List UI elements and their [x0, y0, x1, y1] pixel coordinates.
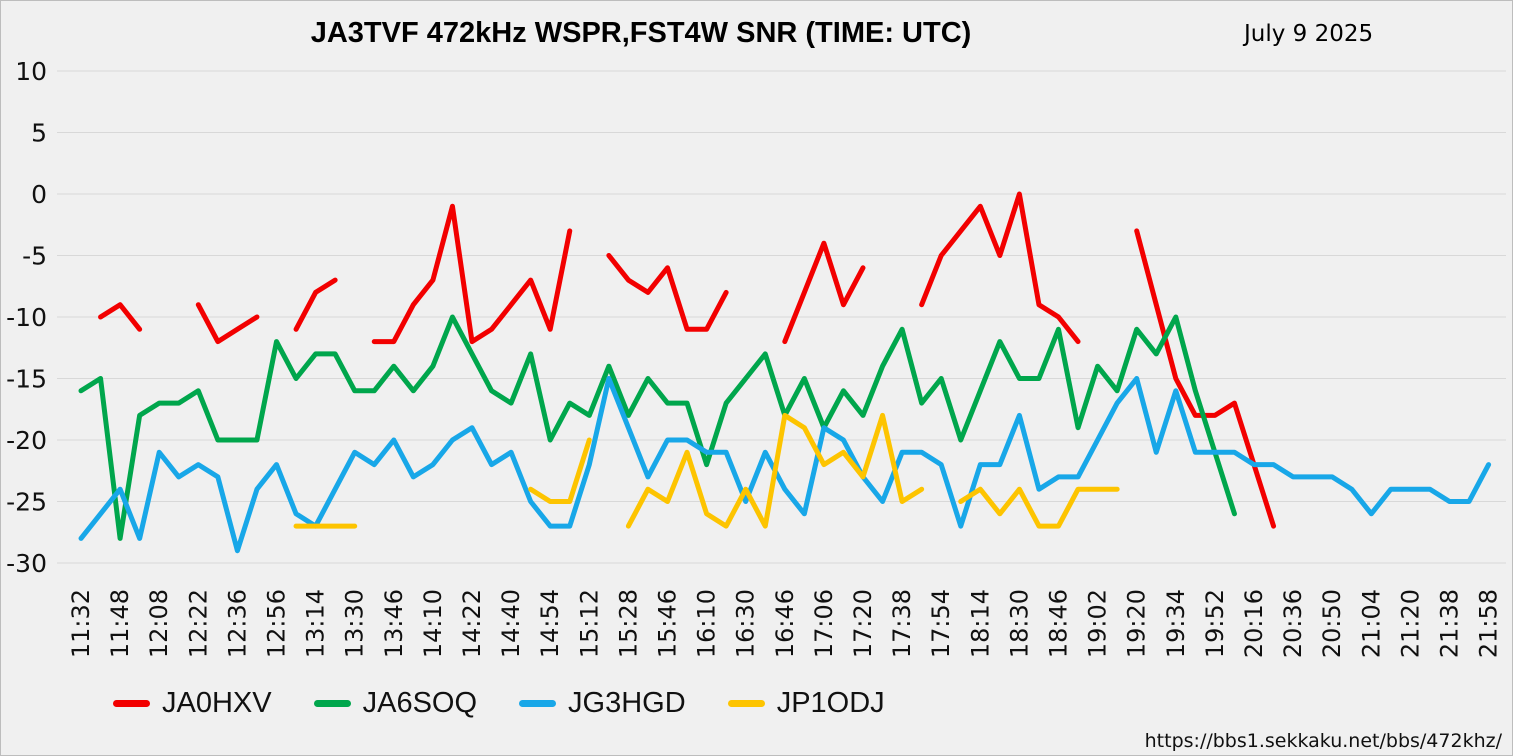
- series-line-ja0hxv: [98, 302, 143, 332]
- y-tick-label: -15: [6, 365, 47, 394]
- x-tick-label: 16:10: [693, 589, 721, 658]
- y-tick-label: 0: [31, 180, 47, 209]
- x-tick-label: 15:28: [614, 589, 642, 658]
- x-tick-label: 21:58: [1475, 589, 1503, 658]
- series-line-jp1odj: [958, 486, 1120, 529]
- x-tick-label: 13:46: [380, 589, 408, 658]
- x-tick-label: 11:32: [67, 589, 95, 658]
- y-tick-label: 5: [31, 119, 47, 148]
- series-line-jp1odj: [625, 412, 925, 529]
- x-tick-label: 13:14: [302, 589, 330, 658]
- x-tick-label: 12:08: [145, 589, 173, 658]
- series-line-ja0hxv: [293, 277, 338, 332]
- series-line-ja6soq: [78, 314, 1237, 541]
- x-tick-label: 20:50: [1318, 589, 1346, 658]
- x-tick-label: 15:46: [654, 589, 682, 658]
- x-tick-label: 21:38: [1436, 589, 1464, 658]
- x-tick-label: 15:12: [575, 589, 603, 658]
- x-tick-label: 17:38: [888, 589, 916, 658]
- x-tick-label: 20:36: [1279, 589, 1307, 658]
- x-tick-label: 19:02: [1084, 589, 1112, 658]
- series-line-ja0hxv: [919, 191, 1081, 345]
- x-tick-label: 19:52: [1201, 589, 1229, 658]
- x-tick-label: 14:54: [536, 589, 564, 658]
- x-tick-label: 20:16: [1240, 589, 1268, 658]
- y-tick-label: 10: [15, 57, 47, 86]
- x-tick-label: 13:30: [341, 589, 369, 658]
- x-tick-label: 14:22: [458, 589, 486, 658]
- legend-dash-icon: [519, 700, 557, 707]
- legend-item-jp1odj: JP1ODJ: [727, 687, 885, 720]
- legend-label: JG3HGD: [568, 687, 686, 719]
- legend-dash-icon: [313, 700, 351, 707]
- legend-label: JA6SOQ: [362, 687, 478, 719]
- x-tick-label: 11:48: [106, 589, 134, 658]
- x-tick-label: 12:22: [184, 589, 212, 658]
- y-tick-label: -30: [6, 549, 47, 578]
- legend: JA0HXV JA6SOQ JG3HGD JP1ODJ: [113, 687, 885, 720]
- x-tick-label: 17:54: [927, 589, 955, 658]
- source-url: https://bbs1.sekkaku.net/bbs/472khz/: [1144, 730, 1502, 752]
- x-tick-label: 12:56: [263, 589, 291, 658]
- x-tick-label: 14:40: [497, 589, 525, 658]
- x-tick-label: 19:20: [1123, 589, 1151, 658]
- x-tick-label: 12:36: [223, 589, 251, 658]
- x-tick-label: 14:10: [419, 589, 447, 658]
- legend-item-ja6soq: JA6SOQ: [313, 687, 478, 720]
- x-tick-label: 17:06: [810, 589, 838, 658]
- snr-line-chart: 10 5 0 -5 -10 -15 -20 -25 -30 11:32 11:48 12:08 12:2…: [6, 57, 1506, 658]
- series-line-ja0hxv: [606, 253, 729, 332]
- x-tick-label: 19:34: [1162, 589, 1190, 658]
- x-tick-label: 17:20: [849, 589, 877, 658]
- legend-item-jg3hgd: JG3HGD: [519, 687, 686, 720]
- legend-label: JP1ODJ: [776, 687, 885, 719]
- x-tick-label: 18:30: [1005, 589, 1033, 658]
- chart-date: July 9 2025: [1244, 21, 1374, 47]
- x-tick-label: 16:30: [732, 589, 760, 658]
- x-tick-label: 21:20: [1396, 589, 1424, 658]
- legend-label: JA0HXV: [162, 687, 272, 719]
- x-tick-label: 21:04: [1357, 589, 1385, 658]
- y-tick-label: -5: [22, 242, 47, 271]
- series-line-jp1odj: [528, 437, 592, 504]
- legend-item-ja0hxv: JA0HXV: [113, 687, 272, 720]
- legend-dash-icon: [113, 700, 150, 707]
- y-tick-label: -20: [6, 426, 47, 455]
- x-tick-label: 18:14: [966, 589, 994, 658]
- series-line-jg3hgd: [78, 376, 1492, 554]
- y-tick-label: -10: [6, 303, 47, 332]
- y-tick-label: -25: [6, 488, 47, 517]
- series-line-ja0hxv: [782, 240, 866, 345]
- series-line-ja0hxv: [371, 203, 573, 345]
- chart-title: JA3TVF 472kHz WSPR,FST4W SNR (TIME: UTC): [310, 17, 972, 49]
- x-tick-label: 18:46: [1045, 589, 1073, 658]
- series-line-ja0hxv: [195, 302, 260, 345]
- x-tick-label: 16:46: [771, 589, 799, 658]
- legend-dash-icon: [727, 700, 765, 707]
